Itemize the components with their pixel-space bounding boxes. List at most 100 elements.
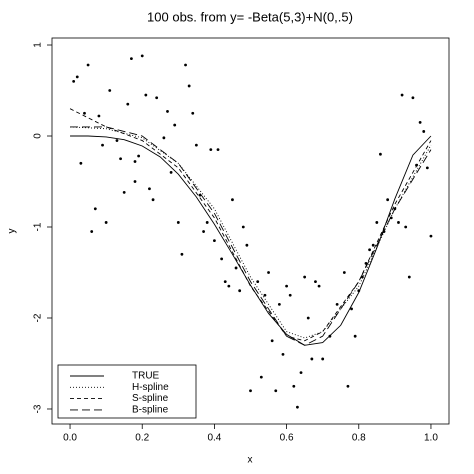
point <box>115 139 119 142</box>
x-axis-label: x <box>248 455 253 466</box>
point <box>133 160 137 163</box>
point <box>144 93 148 97</box>
point <box>187 84 191 88</box>
y-tick-label: 1 <box>33 42 44 48</box>
point <box>191 111 195 115</box>
point <box>231 198 234 202</box>
point <box>169 170 173 174</box>
x-tick-label: 0.2 <box>135 433 149 444</box>
legend-label: H-spline <box>132 382 169 393</box>
point <box>241 225 245 229</box>
y-tick-label: -2 <box>33 313 44 322</box>
point <box>375 221 379 224</box>
plot-frame <box>51 37 450 425</box>
point <box>162 136 166 140</box>
point <box>303 275 307 279</box>
point <box>194 143 198 147</box>
point <box>256 280 260 283</box>
chart-title: 100 obs. from y= -Beta(5,3)+N(0,.5) <box>147 9 353 24</box>
point <box>314 280 317 283</box>
point <box>75 75 79 79</box>
point <box>270 339 274 343</box>
point <box>148 187 151 191</box>
point <box>368 248 371 252</box>
point <box>285 284 288 288</box>
point <box>122 191 126 194</box>
point <box>133 180 137 183</box>
point <box>335 302 339 306</box>
point <box>86 63 90 67</box>
point <box>310 357 314 361</box>
point <box>104 221 108 224</box>
point <box>180 252 184 256</box>
point <box>223 280 227 283</box>
point <box>93 207 97 211</box>
point <box>97 114 101 118</box>
point <box>126 102 130 106</box>
point <box>119 157 122 161</box>
x-tick-label: 0.8 <box>352 433 366 444</box>
point <box>274 389 278 393</box>
point <box>386 198 390 202</box>
x-tick-label: 0.6 <box>280 433 294 444</box>
point <box>245 243 249 247</box>
point <box>411 96 415 100</box>
line-series <box>70 126 432 346</box>
y-axis-label: y <box>7 229 18 234</box>
point <box>317 284 321 288</box>
point <box>140 54 144 58</box>
point <box>184 63 187 67</box>
point <box>350 307 353 311</box>
point <box>101 143 104 147</box>
point <box>90 230 94 233</box>
point <box>234 266 238 270</box>
point <box>277 302 281 306</box>
x-tick-label: 1.0 <box>424 433 438 444</box>
point <box>227 284 231 288</box>
point <box>346 384 350 388</box>
line-series <box>69 108 432 342</box>
point <box>281 352 285 356</box>
point <box>238 289 242 293</box>
point <box>288 293 292 297</box>
point <box>263 293 267 297</box>
point <box>407 275 411 279</box>
point <box>108 89 112 92</box>
point <box>404 225 408 229</box>
legend-label: TRUE <box>132 371 160 382</box>
point <box>429 234 433 238</box>
y-tick-label: -3 <box>33 404 44 413</box>
line-series <box>70 135 432 346</box>
point <box>72 80 76 83</box>
y-tick-label: -1 <box>33 222 44 231</box>
line-series <box>70 126 432 339</box>
point <box>130 57 133 61</box>
legend-box <box>57 364 197 419</box>
point <box>220 257 224 261</box>
point <box>213 239 216 243</box>
y-tick-label: 0 <box>33 133 44 139</box>
point <box>299 371 303 374</box>
point <box>267 271 270 274</box>
point <box>342 271 346 274</box>
x-tick-label: 0.0 <box>63 433 77 444</box>
point <box>292 384 296 388</box>
point <box>173 123 177 127</box>
point <box>137 154 141 158</box>
point <box>353 334 357 338</box>
point <box>306 316 310 320</box>
point <box>371 243 375 247</box>
point <box>155 96 159 100</box>
x-tick-label: 0.4 <box>207 433 221 444</box>
point <box>422 130 426 133</box>
point <box>321 357 325 361</box>
point <box>83 111 86 115</box>
point <box>379 152 382 156</box>
point <box>425 166 429 170</box>
point <box>249 389 252 393</box>
point <box>397 221 400 224</box>
point <box>79 161 83 165</box>
point <box>400 93 404 97</box>
point <box>209 148 213 152</box>
